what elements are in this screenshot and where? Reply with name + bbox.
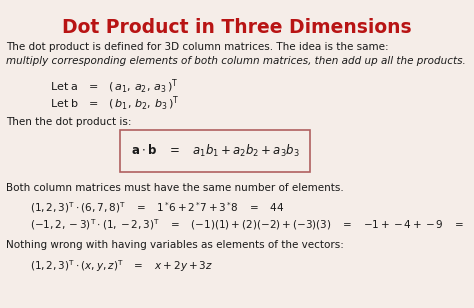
Text: $(1, 2, 3)^\mathsf{T} \cdot (x, y, z)^\mathsf{T}$   $=$   $x + 2y + 3z$: $(1, 2, 3)^\mathsf{T} \cdot (x, y, z)^\m… bbox=[30, 258, 213, 274]
Text: Then the dot product is:: Then the dot product is: bbox=[6, 117, 131, 127]
Text: Let b   =   $( \, b_1, \, b_2, \, b_3 \, )^\mathsf{T}$: Let b = $( \, b_1, \, b_2, \, b_3 \, )^\… bbox=[50, 95, 180, 113]
Text: Both column matrices must have the same number of elements.: Both column matrices must have the same … bbox=[6, 183, 344, 193]
Text: multiply corresponding elements of both column matrices, then add up all the pro: multiply corresponding elements of both … bbox=[6, 56, 466, 66]
Text: $(1, 2, 3)^\mathsf{T} \cdot (6, 7, 8)^\mathsf{T}$   $=$   $1^*\!6 + 2^*\!7 + 3^*: $(1, 2, 3)^\mathsf{T} \cdot (6, 7, 8)^\m… bbox=[30, 200, 284, 215]
Text: Nothing wrong with having variables as elements of the vectors:: Nothing wrong with having variables as e… bbox=[6, 240, 344, 250]
Text: $\mathbf{a} \cdot \mathbf{b}$   $=$   $a_1 b_1 + a_2 b_2 + a_3 b_3$: $\mathbf{a} \cdot \mathbf{b}$ $=$ $a_1 b… bbox=[131, 143, 300, 159]
FancyBboxPatch shape bbox=[120, 130, 310, 172]
Text: Dot Product in Three Dimensions: Dot Product in Three Dimensions bbox=[62, 18, 412, 37]
Text: The dot product is defined for 3D column matrices. The idea is the same:: The dot product is defined for 3D column… bbox=[6, 42, 392, 52]
Text: $(-1, 2, -3)^\mathsf{T} \cdot (1, -2, 3)^\mathsf{T}$   $=$   $(-1)(1) + (2)(-2) : $(-1, 2, -3)^\mathsf{T} \cdot (1, -2, 3)… bbox=[30, 217, 474, 232]
Text: Let a   =   $( \, a_1, \, a_2, \, a_3 \, )^\mathsf{T}$: Let a = $( \, a_1, \, a_2, \, a_3 \, )^\… bbox=[50, 78, 179, 96]
